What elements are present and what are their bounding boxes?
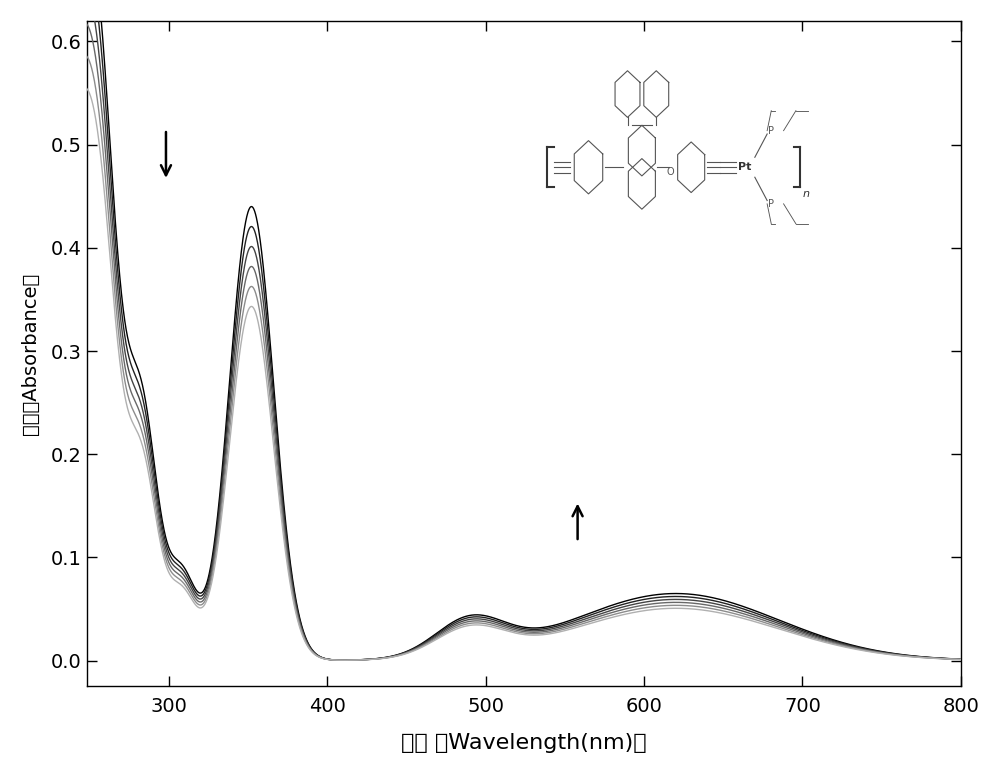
Y-axis label: 吸强（Absorbance）: 吸强（Absorbance） (21, 272, 40, 435)
X-axis label: 波长 （Wavelength(nm)）: 波长 （Wavelength(nm)） (401, 733, 647, 753)
